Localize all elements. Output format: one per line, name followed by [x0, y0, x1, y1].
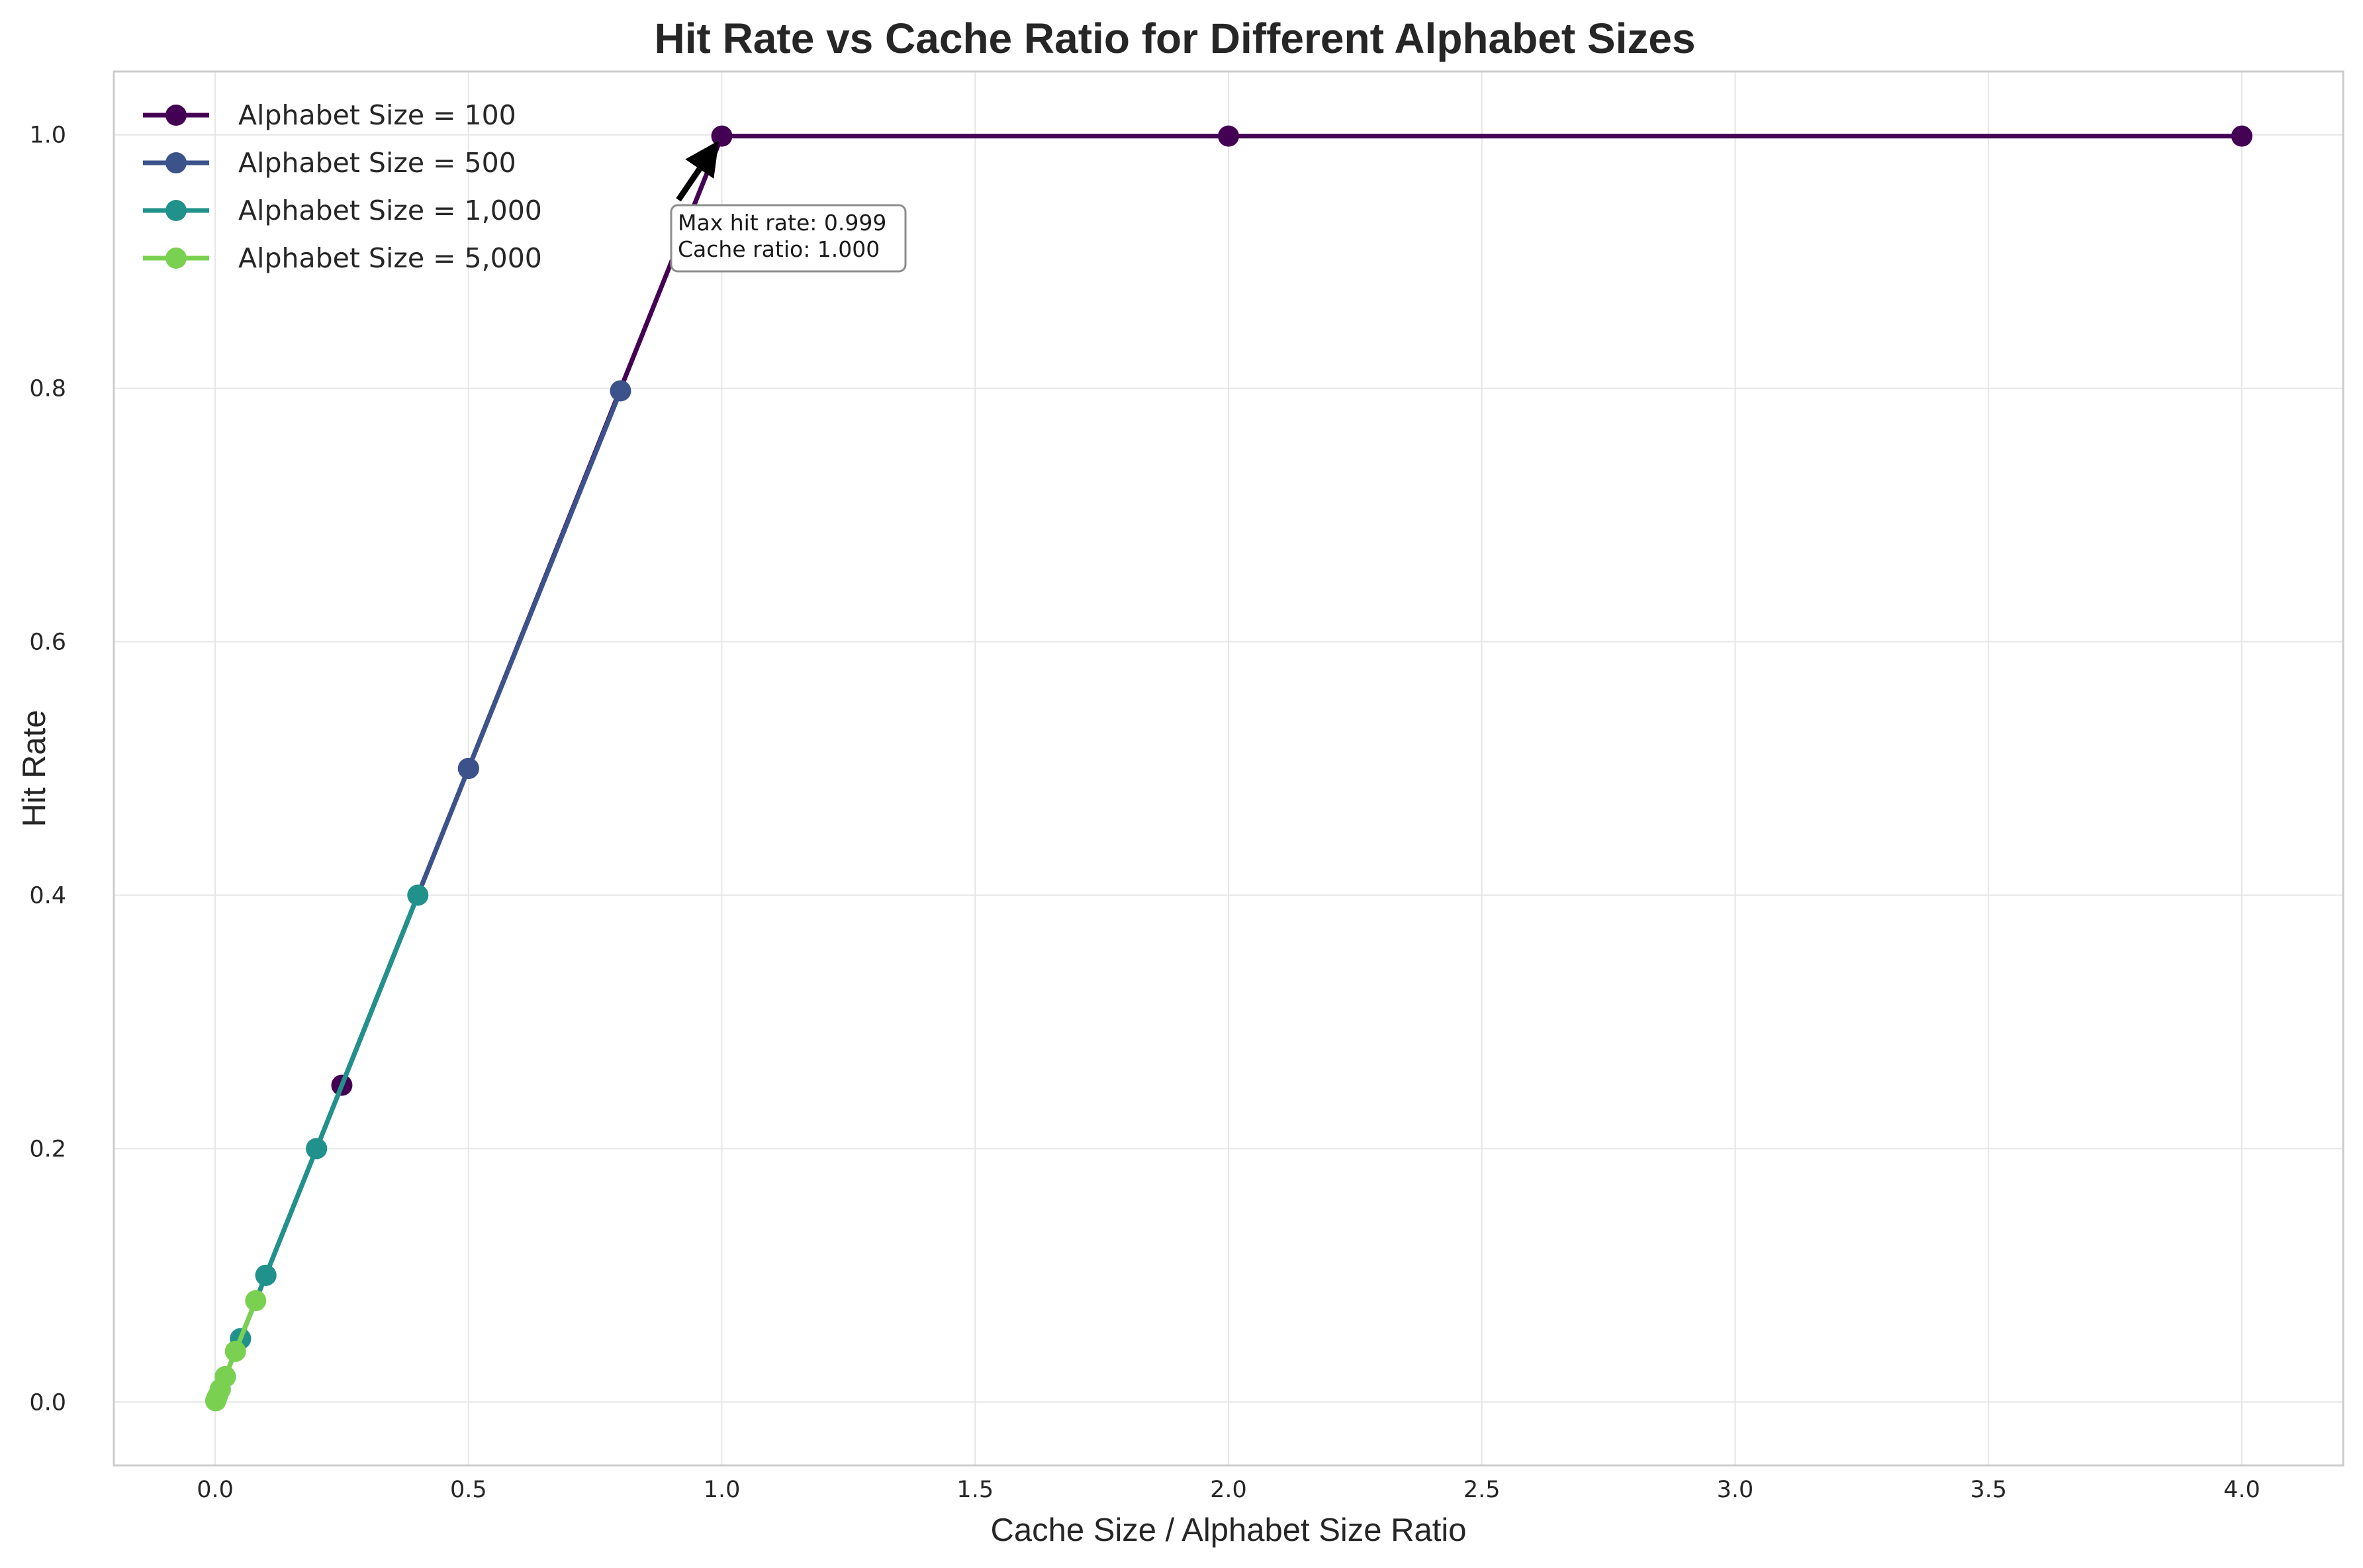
data-point [2231, 125, 2252, 147]
annotation-line: Cache ratio: 1.000 [678, 236, 880, 262]
annotation-arrow-shaft [676, 167, 702, 202]
y-tick-label: 0.8 [29, 376, 66, 402]
data-point [224, 1340, 246, 1362]
annotation-line: Max hit rate: 0.999 [678, 210, 886, 236]
series-3 [209, 884, 429, 1401]
data-point [1218, 125, 1239, 147]
series-4 [205, 1290, 267, 1412]
x-axis-ticks: 0.0 0.5 1.0 1.5 2.0 2.5 3.0 3.5 4.0 [197, 1477, 2260, 1503]
x-tick-label: 2.5 [1463, 1477, 1501, 1503]
x-tick-label: 4.0 [2223, 1477, 2260, 1503]
legend: Alphabet Size = 100 Alphabet Size = 500 Al… [143, 99, 542, 274]
legend-item: Alphabet Size = 100 [143, 99, 516, 131]
legend-swatch-marker [165, 248, 187, 269]
y-tick-label: 0.0 [29, 1389, 66, 1416]
x-axis-label: Cache Size / Alphabet Size Ratio [990, 1512, 1466, 1548]
data-point [711, 125, 733, 147]
annotation-box [670, 204, 907, 273]
legend-item: Alphabet Size = 5,000 [143, 242, 542, 274]
legend-label: Alphabet Size = 100 [238, 99, 516, 131]
legend-swatch-marker [165, 105, 187, 126]
data-point [255, 1264, 277, 1286]
data-point [245, 1290, 267, 1312]
data-point [610, 380, 631, 402]
data-point [306, 1138, 328, 1160]
y-tick-label: 0.2 [29, 1136, 66, 1162]
series-2 [214, 380, 631, 1387]
x-tick-label: 3.0 [1717, 1477, 1754, 1503]
series-1 [331, 125, 2252, 1096]
data-point [214, 1365, 236, 1387]
legend-label: Alphabet Size = 500 [238, 147, 516, 179]
x-tick-label: 0.0 [197, 1477, 234, 1503]
y-axis-label: Hit Rate [17, 710, 52, 827]
plot-frame [113, 70, 2344, 1467]
x-tick-label: 1.0 [704, 1477, 741, 1503]
legend-item: Alphabet Size = 500 [143, 147, 516, 179]
y-tick-label: 0.6 [29, 629, 66, 656]
grid [114, 71, 2343, 1465]
legend-label: Alphabet Size = 1,000 [238, 195, 542, 226]
x-tick-label: 2.0 [1210, 1477, 1247, 1503]
legend-label: Alphabet Size = 5,000 [238, 242, 542, 274]
x-tick-label: 1.5 [956, 1477, 994, 1503]
data-point [457, 758, 479, 779]
data-point [407, 884, 429, 906]
series-layer [205, 125, 2252, 1412]
x-tick-label: 3.5 [1970, 1477, 2007, 1503]
x-tick-label: 0.5 [450, 1477, 487, 1503]
legend-swatch-marker [165, 200, 187, 221]
annotation-arrow-head [685, 140, 719, 179]
y-tick-label: 1.0 [29, 122, 66, 149]
y-axis-ticks: 0.0 0.2 0.4 0.6 0.8 1.0 [29, 122, 66, 1416]
chart-title: Hit Rate vs Cache Ratio for Different Al… [654, 15, 1695, 62]
legend-item: Alphabet Size = 1,000 [143, 195, 542, 226]
legend-swatch-marker [165, 152, 187, 173]
series-line [340, 134, 2242, 1086]
y-tick-label: 0.4 [29, 882, 66, 909]
